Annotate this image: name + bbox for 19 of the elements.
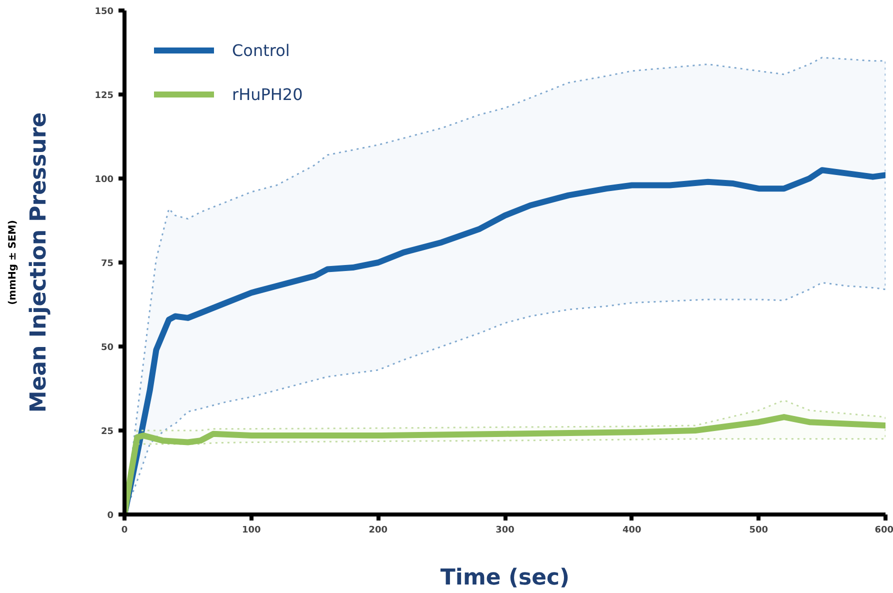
y-tick-label: 75 <box>100 259 114 269</box>
x-tick-label: 200 <box>368 526 388 536</box>
y-tick-label: 150 <box>94 7 114 17</box>
legend-label: rHuPH20 <box>232 84 303 104</box>
text: (mmHg ± SEM) <box>8 220 18 305</box>
y-tick-label: 0 <box>107 511 114 521</box>
x-tick-label: 600 <box>874 526 893 536</box>
y-axis-title: Mean Injection Pressure <box>26 112 52 413</box>
x-tick-label: 300 <box>496 526 514 536</box>
y-tick-label: 100 <box>94 175 114 185</box>
y-tick-label: 125 <box>94 91 114 101</box>
x-axis-title: Time (sec) <box>440 566 570 590</box>
x-tick-label: 100 <box>242 526 261 536</box>
x-tick-label: 400 <box>622 526 642 536</box>
legend-label: Control <box>232 40 290 60</box>
x-tick-label: 500 <box>749 526 768 536</box>
x-tick-label: 0 <box>121 526 128 536</box>
y-tick-label: 50 <box>100 343 114 353</box>
y-tick-label: 25 <box>100 427 114 437</box>
